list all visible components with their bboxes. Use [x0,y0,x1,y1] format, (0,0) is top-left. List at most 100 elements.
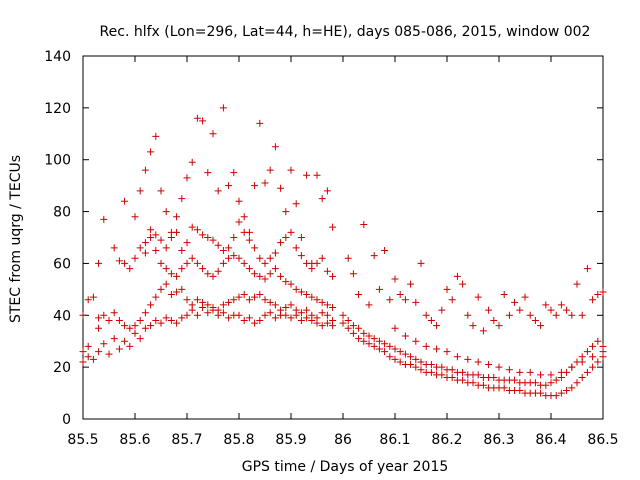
data-point [355,291,363,299]
data-point [453,272,461,280]
data-point [547,306,555,314]
data-point [401,296,409,304]
data-point [162,314,170,322]
data-point [308,293,316,301]
data-point [516,386,524,394]
data-point [594,358,602,366]
data-point [485,361,493,369]
y-tick-label: 0 [62,412,71,428]
data-point [251,270,259,278]
data-point [152,132,160,140]
data-point [110,244,118,252]
data-point [401,332,409,340]
data-point [526,368,534,376]
data-point [110,335,118,343]
data-point [147,148,155,156]
data-point [557,368,565,376]
data-point [578,311,586,319]
data-point [204,309,212,317]
chart-title: Rec. hlfx (Lon=296, Lat=44, h=HE), days … [100,24,591,40]
data-point [391,345,399,353]
data-point [193,259,201,267]
data-point [329,272,337,280]
data-point [500,291,508,299]
data-point [214,306,222,314]
data-point [313,259,321,267]
data-point [147,301,155,309]
data-point [136,187,144,195]
data-point [95,314,103,322]
data-point [141,166,149,174]
data-point [370,335,378,343]
data-point [167,291,175,299]
data-point [188,223,196,231]
data-point [240,316,248,324]
data-point [147,226,155,234]
data-point [360,329,368,337]
data-point [381,348,389,356]
data-point [183,296,191,304]
y-tick-label: 100 [44,153,71,169]
x-tick-label: 86 [334,432,352,448]
data-point [537,371,545,379]
data-point [266,309,274,317]
data-point [95,259,103,267]
data-point [557,389,565,397]
data-point [89,355,97,363]
data-point [547,379,555,387]
data-point [287,166,295,174]
data-point [105,350,113,358]
data-point [209,236,217,244]
data-point [209,272,217,280]
data-point [417,259,425,267]
data-point [563,386,571,394]
data-point [79,311,87,319]
data-point [121,322,129,330]
data-point [121,197,129,205]
data-point [219,309,227,317]
data-point [173,288,181,296]
data-point [287,314,295,322]
data-point [474,371,482,379]
data-point [193,226,201,234]
data-point [204,234,212,241]
data-point [552,376,560,384]
data-point [282,234,290,241]
data-point [282,208,290,216]
data-point [568,384,576,392]
data-point [448,366,456,374]
data-point [225,298,233,306]
x-tick-label: 86.3 [483,432,514,448]
data-point [526,311,534,319]
data-point [537,389,545,397]
data-point [266,166,274,174]
data-point [313,171,321,179]
data-point [79,348,87,356]
data-point [110,309,118,317]
data-point [495,363,503,371]
data-point [271,301,279,309]
data-point [136,244,144,252]
data-point [271,265,279,273]
data-point [329,304,337,312]
data-point [256,254,264,262]
data-point [589,363,597,371]
data-point [136,316,144,324]
data-point [500,384,508,392]
data-point [453,353,461,361]
data-point [365,332,373,340]
data-point [167,234,175,241]
data-point [469,322,477,330]
data-point [261,275,269,283]
data-point [251,293,259,301]
data-point [225,182,233,190]
data-point [469,379,477,387]
data-point [583,348,591,356]
data-point [375,337,383,345]
data-point [84,353,92,361]
data-point [173,213,181,221]
data-point [178,314,186,322]
data-point [199,231,207,239]
data-point [578,374,586,382]
